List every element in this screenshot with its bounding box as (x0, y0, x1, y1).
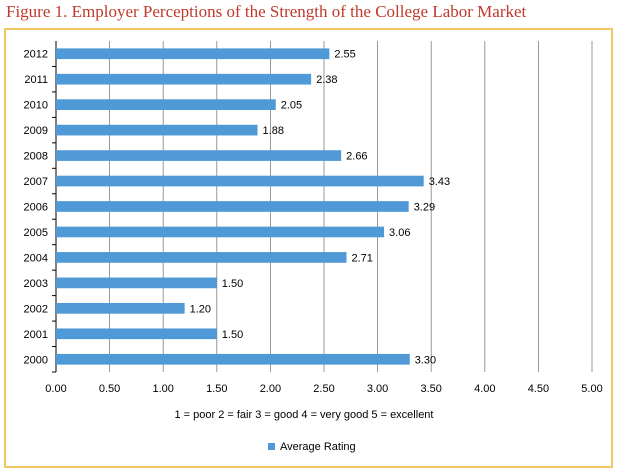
y-category-label: 2010 (24, 100, 48, 112)
data-label: 1.50 (222, 329, 243, 341)
data-label: 1.50 (222, 278, 243, 290)
legend-swatch (268, 443, 275, 450)
bar (56, 73, 312, 85)
bar (56, 226, 385, 238)
x-tick-label: 0.00 (45, 383, 66, 395)
data-label: 1.88 (263, 125, 284, 137)
x-tick-label: 3.00 (367, 383, 388, 395)
scale-note: 1 = poor 2 = fair 3 = good 4 = very good… (175, 409, 434, 421)
bar (56, 48, 330, 60)
x-tick-label: 4.00 (474, 383, 495, 395)
data-label: 3.29 (414, 202, 435, 214)
bar (56, 175, 424, 187)
x-tick-label: 0.50 (99, 383, 120, 395)
y-category-label: 2006 (24, 202, 48, 214)
x-tick-label: 3.50 (420, 383, 441, 395)
data-label: 2.66 (346, 151, 367, 163)
figure-title: Figure 1. Employer Perceptions of the St… (6, 2, 527, 21)
bar (56, 252, 347, 263)
data-label: 2.55 (334, 49, 355, 61)
y-category-label: 2007 (24, 176, 48, 188)
bar (56, 99, 276, 111)
x-tick-label: 1.00 (152, 383, 173, 395)
y-category-label: 2003 (24, 278, 48, 290)
y-category-label: 2008 (24, 151, 48, 163)
y-category-label: 2002 (24, 303, 48, 315)
data-label: 2.71 (352, 252, 373, 264)
bar (56, 124, 258, 136)
y-category-label: 2004 (24, 252, 48, 264)
x-tick-label: 4.50 (528, 383, 549, 395)
y-category-label: 2001 (24, 329, 48, 341)
y-category-label: 2005 (24, 227, 48, 239)
data-label: 3.30 (415, 354, 436, 366)
data-label: 1.20 (190, 303, 211, 315)
bar (56, 201, 409, 212)
bar (56, 150, 342, 161)
bar (56, 277, 217, 289)
y-category-label: 2012 (24, 49, 48, 61)
bar (56, 328, 217, 340)
x-tick-label: 2.00 (260, 383, 281, 395)
data-label: 3.06 (389, 227, 410, 239)
legend-label: Average Rating (280, 441, 356, 453)
x-tick-label: 1.50 (206, 383, 227, 395)
data-label: 2.05 (281, 100, 302, 112)
bar (56, 302, 185, 314)
data-label: 2.38 (316, 74, 337, 86)
y-category-label: 2011 (24, 74, 48, 86)
bar (56, 353, 410, 365)
x-tick-label: 2.50 (313, 383, 334, 395)
x-tick-label: 5.00 (581, 383, 602, 395)
y-category-label: 2000 (24, 354, 48, 366)
y-category-label: 2009 (24, 125, 48, 137)
data-label: 3.43 (429, 176, 450, 188)
